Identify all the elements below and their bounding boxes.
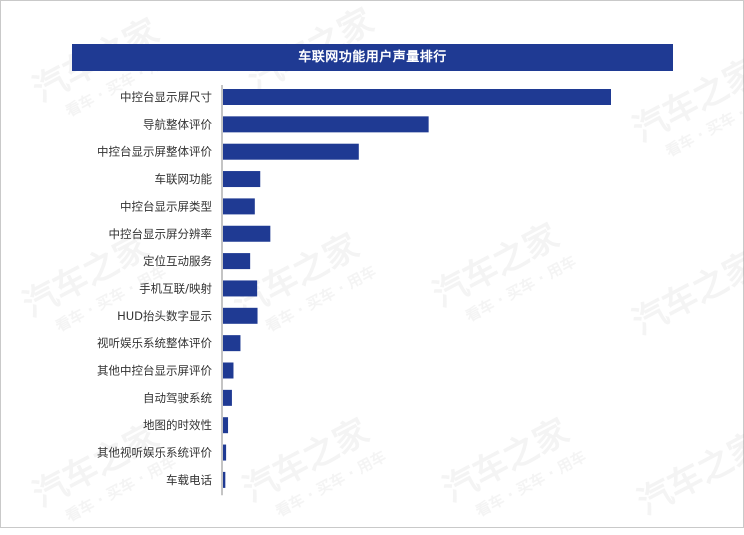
category-label: 自动驾驶系统 bbox=[143, 391, 212, 405]
chart-title: 车联网功能用户声量排行 bbox=[72, 44, 673, 71]
bar bbox=[223, 362, 234, 379]
category-label: 中控台显示屏类型 bbox=[120, 199, 212, 213]
category-label: 其他视听娱乐系统评价 bbox=[97, 446, 212, 460]
bar bbox=[223, 335, 241, 352]
category-label: 定位互动服务 bbox=[143, 254, 212, 268]
category-label: 导航整体评价 bbox=[143, 117, 212, 131]
bar bbox=[223, 225, 271, 242]
category-label: 中控台显示屏尺寸 bbox=[120, 90, 212, 104]
category-label: 中控台显示屏整体评价 bbox=[97, 145, 212, 159]
bar bbox=[223, 143, 359, 160]
category-label: 车载电话 bbox=[166, 473, 212, 487]
bar bbox=[223, 280, 258, 297]
category-label: HUD抬头数字显示 bbox=[117, 309, 212, 323]
bar bbox=[223, 116, 429, 133]
bar bbox=[223, 389, 232, 406]
bar bbox=[223, 307, 258, 324]
bar bbox=[223, 198, 255, 215]
bar bbox=[223, 89, 611, 105]
category-label: 其他中控台显示屏评价 bbox=[97, 364, 212, 378]
category-label: 车联网功能 bbox=[155, 172, 213, 186]
bar bbox=[223, 417, 229, 434]
category-label: 手机互联/映射 bbox=[139, 281, 212, 295]
bar bbox=[223, 171, 261, 188]
bar bbox=[223, 471, 226, 488]
category-label: 中控台显示屏分辨率 bbox=[109, 227, 213, 241]
category-label: 视听娱乐系统整体评价 bbox=[97, 336, 212, 350]
bar bbox=[223, 444, 227, 461]
category-label: 地图的时效性 bbox=[143, 418, 212, 432]
bar bbox=[223, 253, 251, 270]
